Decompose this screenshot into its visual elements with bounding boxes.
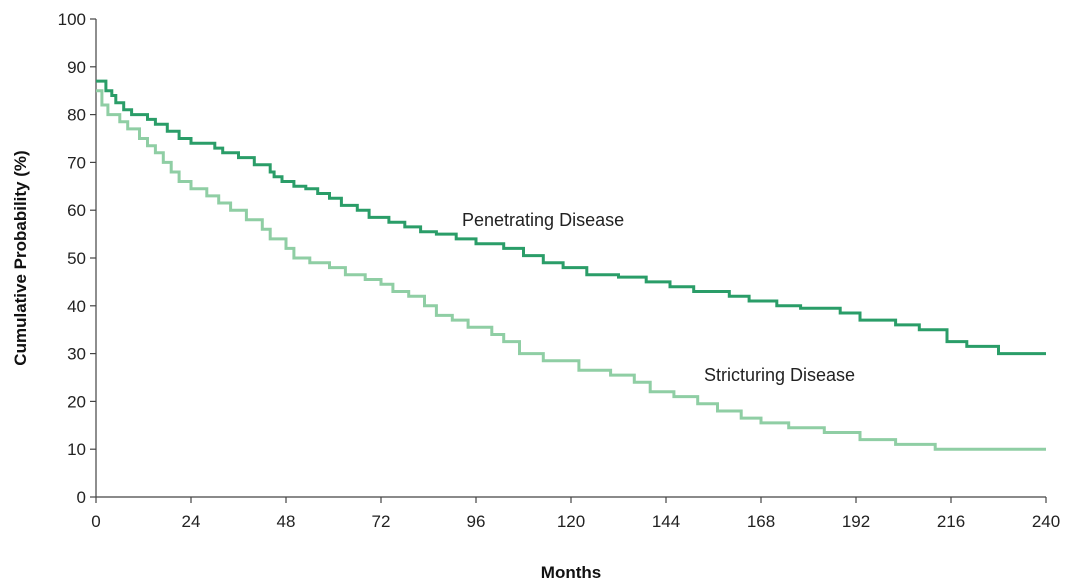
y-axis-ticks: 0 10 20 30 40 50 60 70 80 90 100 (58, 10, 96, 507)
y-tick-label: 10 (67, 440, 86, 459)
series-labels: Penetrating Disease Stricturing Disease (462, 210, 855, 385)
y-tick-label: 40 (67, 297, 86, 316)
x-tick-label: 72 (372, 512, 391, 531)
x-axis-title: Months (541, 563, 601, 582)
x-tick-label: 120 (557, 512, 585, 531)
y-tick-label: 100 (58, 10, 86, 29)
series-lines (96, 79, 1046, 451)
x-tick-label: 216 (937, 512, 965, 531)
axes (95, 19, 1046, 498)
x-tick-label: 168 (747, 512, 775, 531)
y-tick-label: 30 (67, 345, 86, 364)
x-tick-label: 0 (91, 512, 100, 531)
y-tick-label: 20 (67, 392, 86, 411)
stricturing-disease-line (96, 89, 1046, 451)
x-tick-label: 240 (1032, 512, 1060, 531)
x-tick-label: 192 (842, 512, 870, 531)
y-tick-label: 60 (67, 201, 86, 220)
x-axis-ticks: 0 24 48 72 96 120 144 168 192 216 240 (91, 497, 1060, 531)
y-tick-label: 70 (67, 153, 86, 172)
x-tick-label: 96 (467, 512, 486, 531)
x-tick-label: 144 (652, 512, 680, 531)
x-tick-label: 48 (277, 512, 296, 531)
x-tick-label: 24 (182, 512, 201, 531)
y-tick-label: 90 (67, 58, 86, 77)
y-tick-label: 0 (77, 488, 86, 507)
penetrating-disease-label: Penetrating Disease (462, 210, 624, 230)
y-tick-label: 80 (67, 106, 86, 125)
penetrating-disease-line (96, 79, 1046, 356)
y-axis-title: Cumulative Probability (%) (11, 150, 30, 365)
stricturing-disease-label: Stricturing Disease (704, 365, 855, 385)
y-tick-label: 50 (67, 249, 86, 268)
